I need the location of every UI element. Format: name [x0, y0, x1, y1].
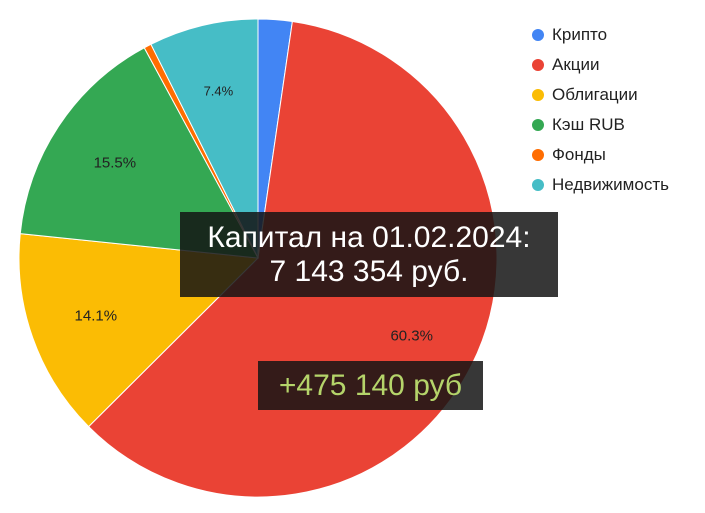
legend-swatch	[532, 29, 544, 41]
slice-data-label-2: 14.1%	[75, 307, 118, 324]
legend-item-5: Недвижимость	[532, 170, 669, 200]
pie-slice-5	[150, 18, 259, 259]
legend-swatch	[532, 89, 544, 101]
legend-swatch	[532, 119, 544, 131]
capital-overlay: Капитал на 01.02.2024: 7 143 354 руб.	[180, 212, 558, 297]
legend-label: Недвижимость	[552, 175, 669, 194]
legend-swatch	[532, 149, 544, 161]
legend-swatch	[532, 59, 544, 71]
legend-label: Акции	[552, 55, 600, 74]
capital-title: Капитал на 01.02.2024:	[207, 221, 531, 254]
slice-data-label-1: 60.3%	[390, 327, 433, 344]
legend-swatch	[532, 179, 544, 191]
legend-label: Фонды	[552, 145, 606, 164]
slice-data-label-5: 7.4%	[204, 84, 234, 99]
legend-item-2: Облигации	[532, 80, 669, 110]
legend-label: Облигации	[552, 85, 638, 104]
legend: Крипто Акции Облигации Кэш RUB Фонды Недвижим…	[532, 20, 669, 200]
slice-data-label-3: 15.5%	[94, 154, 137, 171]
pie-slice-3	[19, 47, 259, 259]
legend-label: Крипто	[552, 25, 608, 44]
legend-label: Кэш RUB	[552, 115, 625, 134]
legend-item-0: Крипто	[532, 20, 669, 50]
capital-value: 7 143 354 руб.	[269, 255, 469, 288]
legend-item-3: Кэш RUB	[532, 110, 669, 140]
legend-item-1: Акции	[532, 50, 669, 80]
legend-item-4: Фонды	[532, 140, 669, 170]
capital-delta: +475 140 руб	[258, 361, 483, 410]
